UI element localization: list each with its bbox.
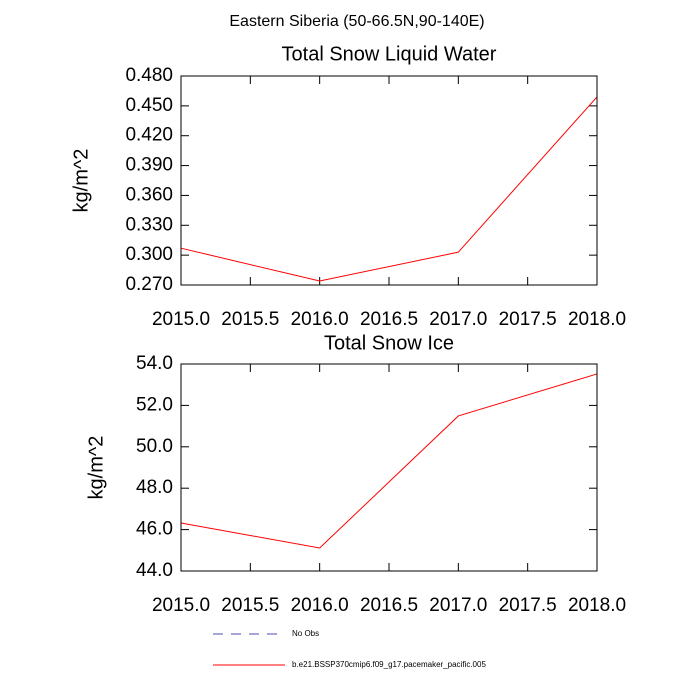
y-tick-label: 0.480 bbox=[125, 65, 173, 86]
x-tick-label: 2017.5 bbox=[499, 595, 557, 616]
y-axis-label: kg/m^2 bbox=[85, 436, 107, 500]
data-line bbox=[180, 373, 598, 549]
chart-title: Total Snow Ice bbox=[324, 332, 454, 354]
y-tick-label: 0.300 bbox=[125, 244, 173, 265]
legend-label: No Obs bbox=[292, 629, 319, 638]
y-tick-label: 0.270 bbox=[125, 274, 173, 295]
y-tick-label: 0.360 bbox=[125, 184, 173, 205]
y-tick-label: 0.330 bbox=[125, 214, 173, 235]
x-tick-label: 2016.5 bbox=[360, 309, 418, 330]
x-tick-label: 2016.0 bbox=[291, 595, 349, 616]
x-tick-label: 2015.5 bbox=[221, 309, 279, 330]
x-tick-label: 2015.0 bbox=[152, 595, 210, 616]
y-tick-label: 44.0 bbox=[136, 560, 173, 581]
x-tick-label: 2017.0 bbox=[429, 309, 487, 330]
x-tick-label: 2017.0 bbox=[429, 595, 487, 616]
data-line bbox=[180, 96, 598, 282]
x-tick-label: 2016.0 bbox=[291, 309, 349, 330]
y-tick-label: 48.0 bbox=[136, 477, 173, 498]
x-tick-label: 2015.5 bbox=[221, 595, 279, 616]
y-tick-label: 0.420 bbox=[125, 125, 173, 146]
y-axis-label: kg/m^2 bbox=[70, 149, 92, 213]
y-tick-label: 54.0 bbox=[136, 353, 173, 374]
legend-label: b.e21.BSSP370cmip6.f09_g17.pacemaker_pac… bbox=[292, 660, 486, 669]
chart-title: Total Snow Liquid Water bbox=[282, 43, 497, 65]
figure-title: Eastern Siberia (50-66.5N,90-140E) bbox=[229, 13, 484, 30]
y-tick-label: 0.390 bbox=[125, 155, 173, 176]
x-tick-label: 2018.0 bbox=[568, 309, 626, 330]
x-tick-label: 2017.5 bbox=[499, 309, 557, 330]
plot-frame bbox=[180, 363, 598, 572]
x-tick-label: 2016.5 bbox=[360, 595, 418, 616]
y-tick-label: 52.0 bbox=[136, 394, 173, 415]
x-tick-label: 2015.0 bbox=[152, 309, 210, 330]
plot-frame bbox=[180, 75, 598, 286]
y-tick-label: 50.0 bbox=[136, 436, 173, 457]
y-tick-label: 0.450 bbox=[125, 95, 173, 116]
y-tick-label: 46.0 bbox=[136, 519, 173, 540]
x-tick-label: 2018.0 bbox=[568, 595, 626, 616]
